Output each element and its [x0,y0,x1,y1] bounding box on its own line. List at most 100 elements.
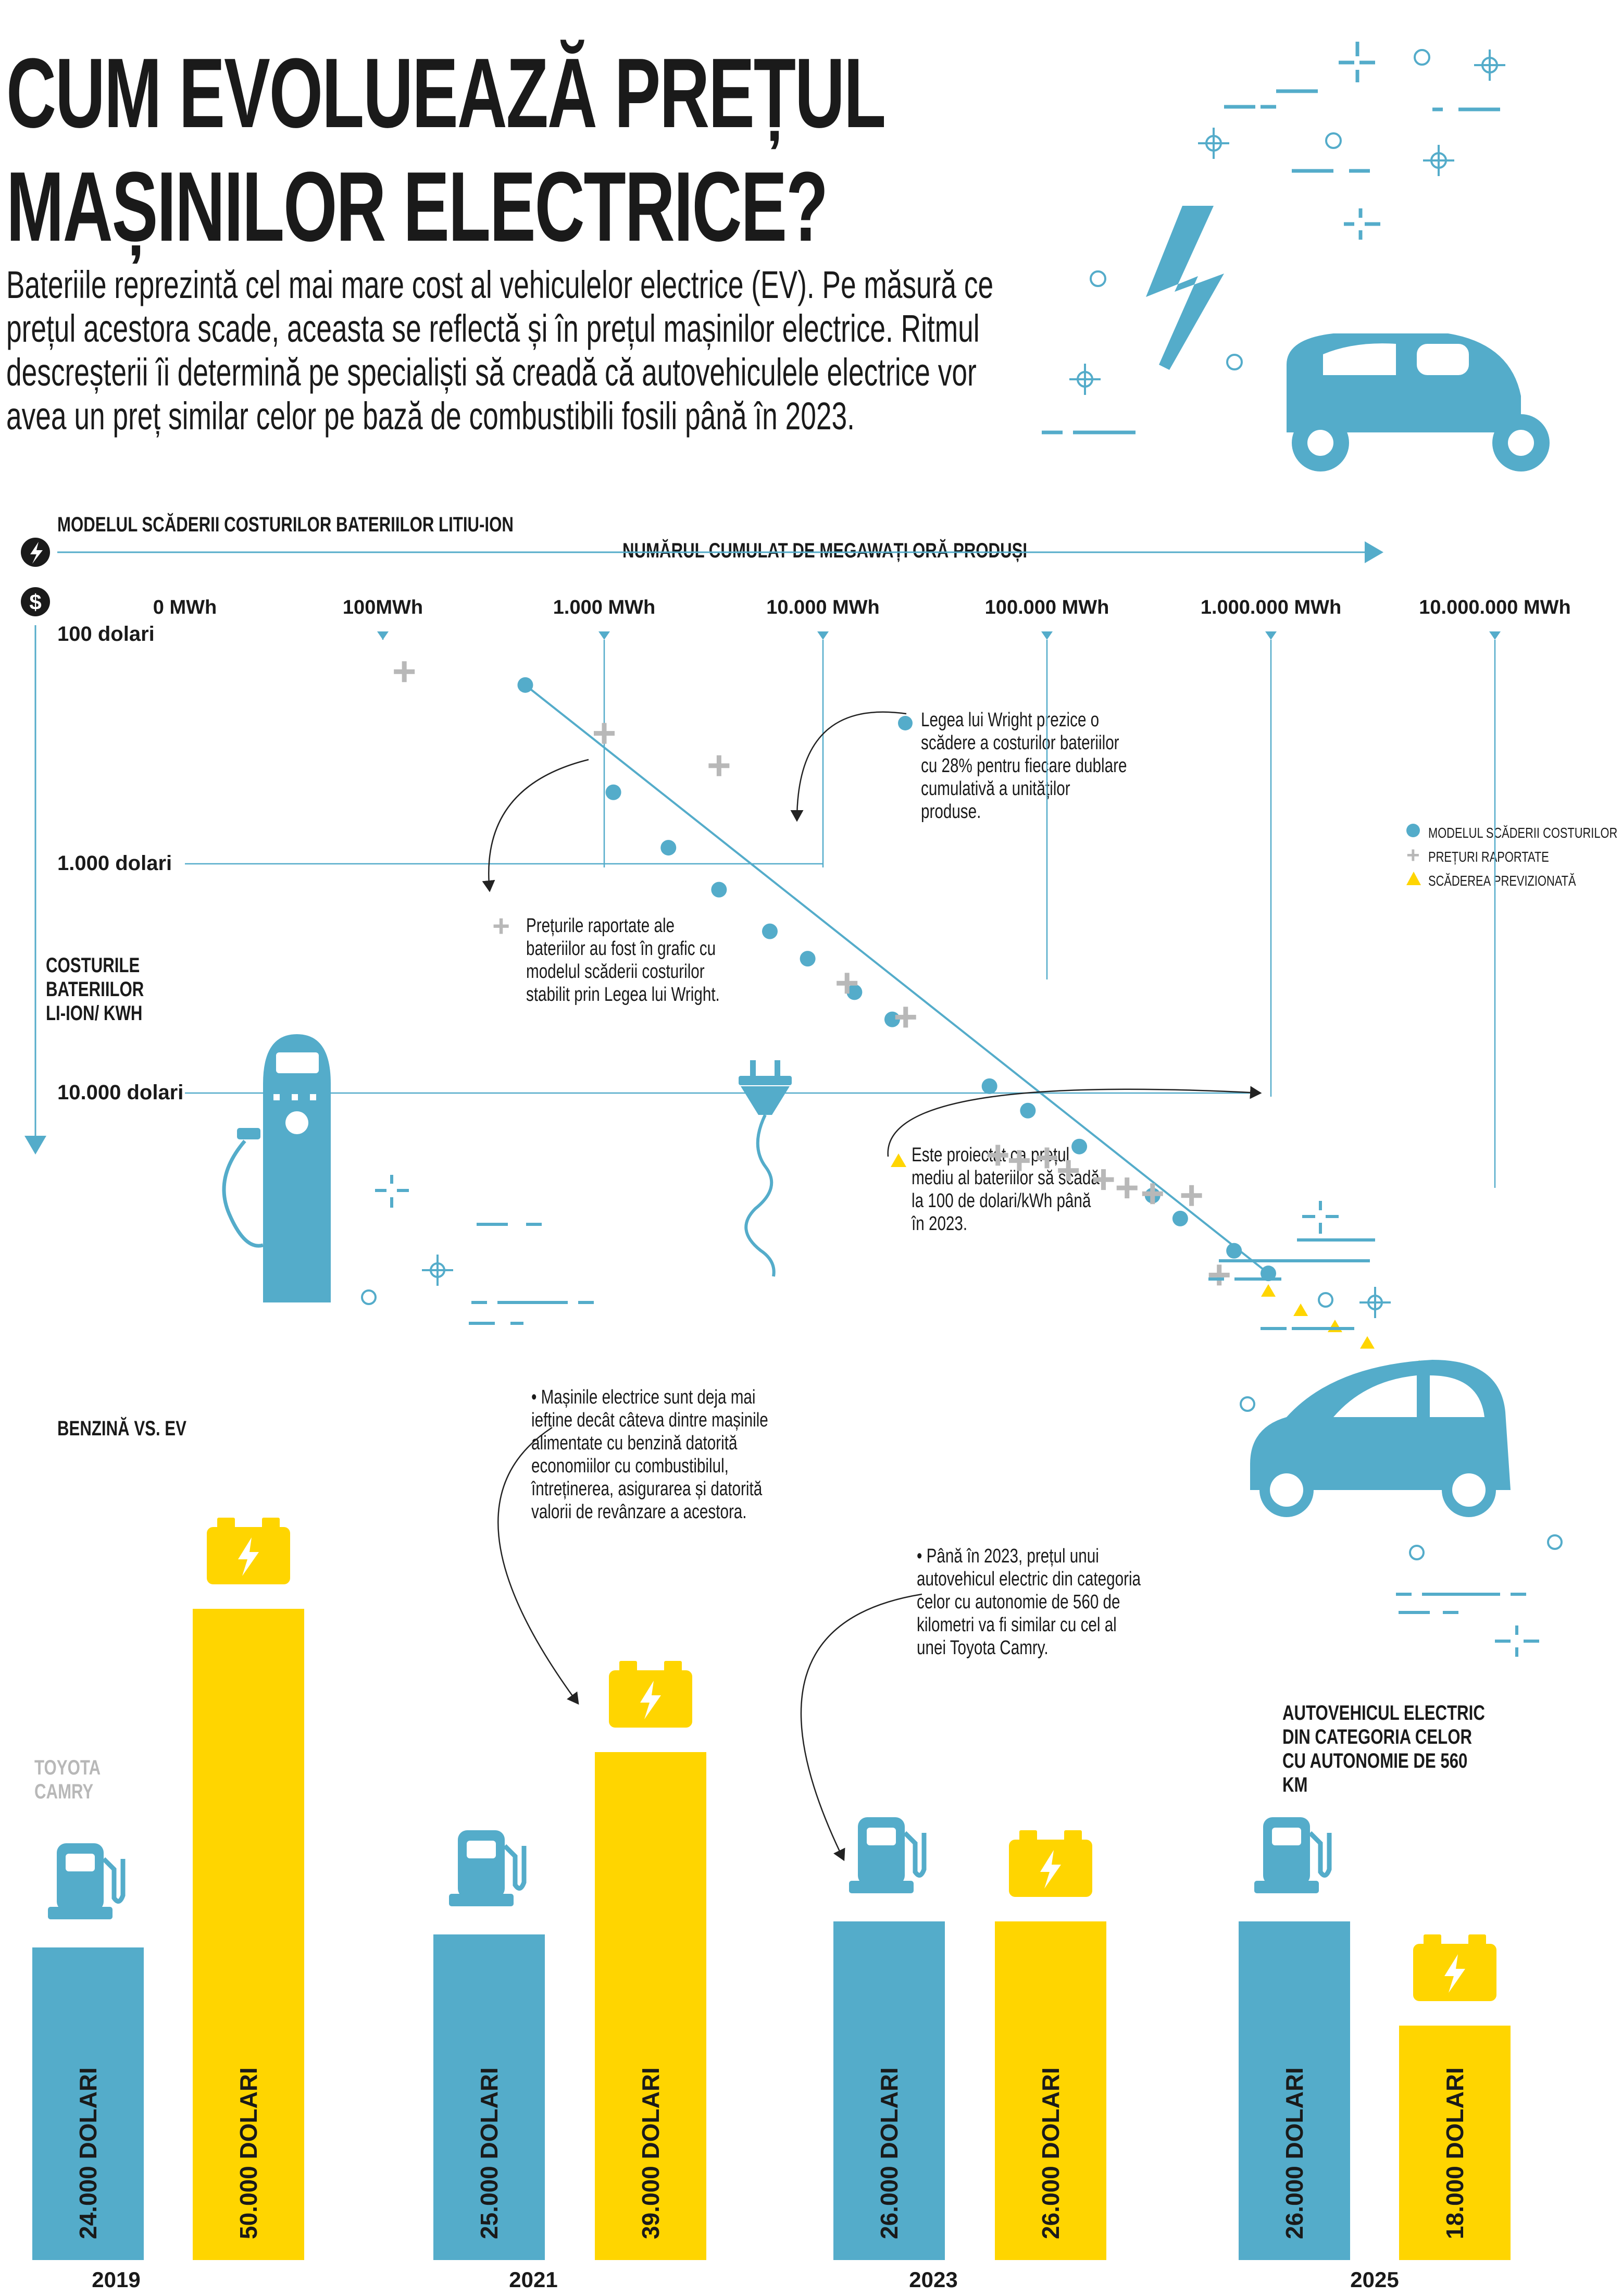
x-tick-marker [1489,631,1501,640]
reported-price-point [1008,1150,1030,1171]
y-tick-label: 100 dolari [57,623,155,646]
bar-value-label: 18.000 DOLARI [1441,2067,1468,2239]
bar-electric-vehicle [995,1921,1106,2260]
reported-price-point [708,755,730,776]
forecast-point [1293,1303,1308,1316]
electric-motorcycle-icon [1287,333,1550,471]
bar-value-label: 26.000 DOLARI [1037,2067,1064,2239]
x-tick-label: 1.000.000 MWh [1201,597,1341,618]
bar-value-label: 39.000 DOLARI [637,2067,664,2239]
reported-price-point [1142,1183,1163,1205]
reported-price-point [1093,1169,1114,1190]
legend-label-reported: PREȚURI RAPORTATE [1428,849,1549,865]
reported-price-point [594,723,615,744]
model-point [1020,1102,1036,1119]
title-line-1: CUM EVOLUEAZĂ PREȚUL [6,38,886,148]
x-tick-label: 10.000.000 MWh [1419,597,1570,618]
model-point [800,951,816,967]
model-point [1226,1243,1242,1259]
reported-price-point [1208,1264,1230,1286]
annotation-ev-cheaper: • Mașinile electrice sunt deja mai iefti… [531,1386,768,1523]
bar-electric-vehicle [1399,2026,1511,2260]
line-chart-grid [185,631,1501,1188]
y-tick-label: 1.000 dolari [57,852,172,875]
battery-icon [1413,1934,1496,2001]
svg-text:$: $ [29,590,41,614]
bar-chart-title: BENZINĂ VS. EV [57,1417,186,1440]
model-point [762,923,778,939]
model-trend-line [525,684,1269,1274]
charging-station-icon [222,1034,331,1302]
forecast-point [1261,1284,1276,1297]
electric-car-icon [1250,1360,1511,1517]
bar-toyota-camry [32,1947,144,2260]
reported-price-point [1181,1185,1202,1206]
legend-label-model: MODELUL SCĂDERII COSTURILOR [1428,825,1618,841]
annotation-reported-prices: Prețurile raportate ale bateriilor au fo… [526,915,720,1006]
battery-icon [609,1661,692,1728]
x-tick-marker [598,631,610,640]
category-label: 2019 [92,2267,140,2292]
model-point [1071,1138,1088,1155]
bar-value-label: 50.000 DOLARI [235,2067,262,2239]
bar-value-label: 25.000 DOLARI [476,2067,503,2239]
dollar-icon: $ [21,587,50,616]
x-tick-marker [1041,631,1053,640]
model-point [981,1078,997,1094]
y-axis-label: COSTURILE BATERIILOR LI-ION/ KWH [46,954,144,1025]
reported-price-point [1058,1160,1079,1181]
decorative-sparkles-top [1042,42,1505,435]
fuel-pump-icon [849,1817,927,1893]
x-tick-marker [817,631,829,640]
legend-label-forecast: SCĂDEREA PREVIZIONATĂ [1428,873,1576,889]
decorative-sparkles-bottom [1240,1396,1563,1657]
bar-toyota-camry [833,1921,945,2260]
bar-value-label: 26.000 DOLARI [876,2067,903,2239]
battery-icon [207,1518,290,1584]
category-label: 2025 [1350,2267,1399,2292]
bar-electric-vehicle [595,1752,706,2260]
lightning-bolt-icon [1146,206,1224,370]
model-point [846,984,863,1000]
annotation-marker-circle [898,716,913,730]
x-tick-label: 0 MWh [153,597,217,618]
x-tick-label: 1.000 MWh [553,597,655,618]
intro-paragraph: Bateriile reprezintă cel mai mare cost a… [6,263,994,438]
annotation-wright-law: Legea lui Wright prezice o scădere a cos… [921,709,1127,823]
model-point [1261,1265,1276,1282]
reported-price-point [987,1145,1008,1166]
x-tick-marker [377,631,389,640]
bar-toyota-camry [433,1934,545,2260]
bar-value-label: 24.000 DOLARI [74,2067,102,2239]
model-point [660,840,677,856]
annotation-parity-2023: • Până în 2023, prețul unui autovehicul … [917,1545,1141,1659]
circle-marker-icon [1406,824,1420,837]
fuel-pump-icon [1254,1817,1332,1893]
decorative-sparkles-middle [361,1175,1391,1330]
reported-price-point [895,1007,916,1028]
bar-electric-vehicle [193,1609,304,2260]
x-tick-label: 100.000 MWh [985,597,1109,618]
battery-icon [1009,1830,1092,1897]
model-point [711,882,727,898]
model-point [605,784,621,800]
x-tick-label: 100MWh [343,597,423,618]
annotation-marker-plus: + [492,909,510,943]
annotation-marker-triangle [891,1153,906,1167]
model-point [517,677,533,693]
bar-chart: 24.000 DOLARI 50.000 DOLARI 2019 25.000 DOL… [32,1518,1511,2292]
lightning-icon [21,538,50,567]
plug-icon [739,1060,792,1277]
annotation-forecast: Este proiectat ca prețul mediu al bateri… [912,1144,1100,1235]
fuel-pump-icon [48,1843,126,1919]
forecast-point [1327,1320,1342,1332]
fuel-pump-icon [449,1830,527,1906]
y-tick-label: 10.000 dolari [57,1081,183,1104]
category-label: 2023 [909,2267,957,2292]
triangle-marker-icon [1406,872,1421,885]
legend-electric-vehicle: AUTOVEHICUL ELECTRIC DIN CATEGORIA CELOR… [1282,1702,1485,1796]
reported-price-point [1116,1177,1138,1199]
line-chart-marks [394,661,1476,1396]
line-chart-title: MODELUL SCĂDERII COSTURILOR BATERIILOR L… [57,513,514,536]
